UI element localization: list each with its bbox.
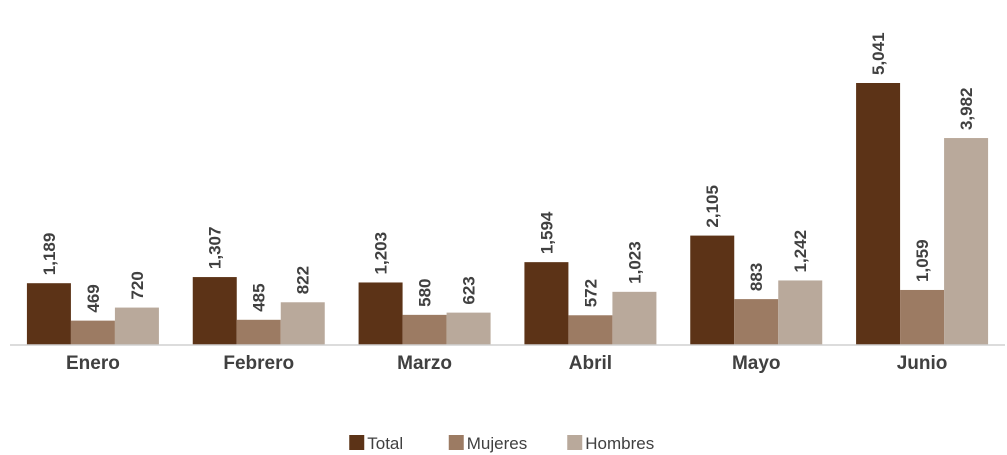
legend-label: Total <box>367 434 403 453</box>
bar <box>612 291 657 345</box>
data-label: 485 <box>250 283 269 311</box>
data-label: 2,105 <box>703 185 722 228</box>
bar <box>778 280 823 345</box>
bar <box>900 289 945 345</box>
legend-label: Mujeres <box>467 434 527 453</box>
x-tick-label: Enero <box>66 353 120 374</box>
data-label: 3,982 <box>957 87 976 130</box>
bar <box>114 307 159 345</box>
data-label: 1,594 <box>537 211 556 254</box>
legend-swatch <box>448 435 464 450</box>
bar <box>690 235 735 345</box>
bar <box>524 262 569 345</box>
data-label: 572 <box>581 279 600 307</box>
bar <box>192 277 237 345</box>
bar <box>70 320 115 345</box>
data-label: 1,203 <box>372 232 391 275</box>
bar <box>402 314 447 345</box>
data-label: 623 <box>460 276 479 304</box>
data-label: 1,189 <box>40 233 59 276</box>
data-label: 1,242 <box>791 230 810 273</box>
x-tick-label: Febrero <box>223 353 294 374</box>
bar <box>26 283 71 345</box>
x-tick-label: Junio <box>897 353 948 374</box>
x-tick-label: Marzo <box>397 353 452 374</box>
data-label: 1,307 <box>206 227 225 270</box>
data-label: 720 <box>128 271 147 299</box>
bar <box>236 319 281 345</box>
legend-label: Hombres <box>585 434 654 453</box>
data-label: 822 <box>294 266 313 294</box>
legend-swatch <box>567 435 583 450</box>
x-tick-label: Abril <box>569 353 612 374</box>
bar <box>446 312 491 345</box>
bar <box>280 302 325 345</box>
bar <box>734 299 779 345</box>
bar <box>568 315 613 345</box>
data-label: 580 <box>416 278 435 306</box>
data-label: 469 <box>84 284 103 312</box>
data-label: 883 <box>747 263 766 291</box>
bar <box>944 138 989 345</box>
data-label: 5,041 <box>869 32 888 75</box>
legend-swatch <box>349 435 365 450</box>
bar <box>856 83 901 345</box>
bar <box>358 282 403 345</box>
x-tick-label: Mayo <box>732 353 781 374</box>
data-label: 1,059 <box>913 239 932 282</box>
data-label: 1,023 <box>625 241 644 284</box>
